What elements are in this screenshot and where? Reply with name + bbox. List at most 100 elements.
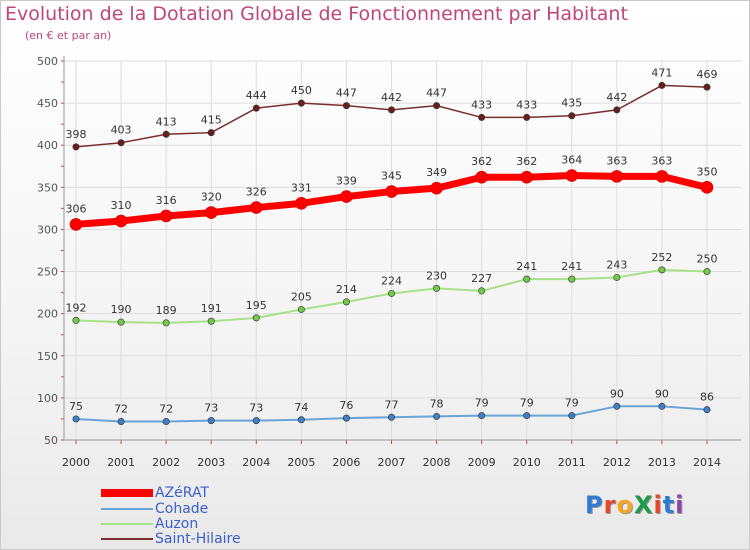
logo-letter: i bbox=[653, 491, 663, 519]
data-label: 326 bbox=[246, 186, 267, 199]
data-point bbox=[478, 113, 486, 121]
data-label: 403 bbox=[111, 124, 132, 137]
logo-letter: P bbox=[585, 491, 604, 519]
data-point bbox=[117, 139, 125, 147]
x-tick-label: 2003 bbox=[197, 456, 225, 469]
data-label: 77 bbox=[385, 398, 399, 411]
data-label: 78 bbox=[430, 397, 444, 410]
data-point bbox=[613, 273, 621, 281]
legend-label: Auzon bbox=[155, 516, 199, 532]
data-label: 195 bbox=[246, 299, 267, 312]
data-point bbox=[207, 129, 215, 137]
y-tick-label: 200 bbox=[37, 308, 58, 321]
x-tick-label: 2006 bbox=[332, 456, 360, 469]
data-label: 75 bbox=[69, 400, 83, 413]
data-label: 73 bbox=[249, 402, 263, 415]
x-tick-label: 2012 bbox=[603, 456, 631, 469]
data-point bbox=[568, 412, 576, 420]
data-label: 363 bbox=[606, 154, 627, 167]
legend-item: AZéRAT bbox=[101, 485, 209, 501]
legend-label: Saint-Hilaire bbox=[155, 531, 241, 547]
data-point bbox=[475, 170, 488, 184]
legend-swatch bbox=[101, 523, 153, 525]
x-tick-label: 2000 bbox=[62, 456, 90, 469]
logo-letter: i bbox=[675, 491, 685, 519]
data-point bbox=[658, 266, 666, 274]
chart-title: Evolution de la Dotation Globale de Fonc… bbox=[5, 3, 628, 25]
data-label: 331 bbox=[291, 181, 312, 194]
data-label: 190 bbox=[111, 303, 132, 316]
data-point bbox=[703, 83, 711, 91]
data-label: 205 bbox=[291, 290, 312, 303]
data-point bbox=[655, 170, 669, 183]
x-tick-label: 2008 bbox=[423, 456, 451, 469]
data-label: 362 bbox=[471, 155, 492, 168]
data-point bbox=[700, 181, 714, 194]
data-point bbox=[613, 402, 621, 410]
x-tick-label: 2009 bbox=[468, 456, 496, 469]
chart-subtitle: (en € et par an) bbox=[25, 29, 112, 42]
data-label: 444 bbox=[246, 89, 267, 102]
data-point bbox=[249, 201, 263, 214]
data-point bbox=[159, 209, 173, 223]
data-label: 471 bbox=[651, 66, 672, 79]
data-label: 192 bbox=[66, 301, 87, 314]
data-label: 320 bbox=[201, 191, 222, 204]
data-label: 447 bbox=[426, 87, 447, 100]
data-label: 362 bbox=[516, 155, 537, 168]
data-point bbox=[658, 402, 666, 410]
data-point bbox=[117, 318, 125, 326]
proxiti-logo: ProXiti bbox=[585, 491, 684, 519]
data-label: 316 bbox=[156, 194, 177, 207]
x-tick-label: 2005 bbox=[287, 456, 315, 469]
data-point bbox=[342, 298, 350, 306]
data-label: 433 bbox=[471, 98, 492, 111]
data-point bbox=[523, 412, 531, 420]
data-point bbox=[478, 412, 486, 420]
data-label: 241 bbox=[561, 260, 582, 273]
data-point bbox=[72, 415, 80, 423]
y-tick-label: 400 bbox=[37, 139, 58, 152]
data-label: 469 bbox=[697, 68, 718, 81]
data-label: 364 bbox=[561, 154, 582, 167]
data-point bbox=[613, 106, 621, 114]
data-point bbox=[295, 197, 308, 210]
data-label: 349 bbox=[426, 166, 447, 179]
data-point bbox=[387, 413, 395, 421]
x-tick-label: 2001 bbox=[107, 456, 135, 469]
y-tick-label: 300 bbox=[37, 223, 58, 236]
data-point bbox=[114, 214, 128, 228]
data-label: 306 bbox=[66, 202, 87, 215]
data-label: 413 bbox=[156, 115, 177, 128]
data-point bbox=[252, 104, 260, 112]
y-tick-label: 350 bbox=[37, 181, 58, 194]
legend-swatch bbox=[101, 538, 153, 540]
data-label: 442 bbox=[381, 91, 402, 104]
data-label: 241 bbox=[516, 260, 537, 273]
data-label: 250 bbox=[697, 253, 718, 266]
x-tick-label: 2007 bbox=[378, 456, 406, 469]
legend-item: Auzon bbox=[101, 516, 198, 532]
legend-item: Saint-Hilaire bbox=[101, 531, 241, 547]
data-label: 189 bbox=[156, 304, 177, 317]
data-label: 252 bbox=[651, 251, 672, 264]
legend-label: Cohade bbox=[155, 501, 209, 517]
data-label: 433 bbox=[516, 98, 537, 111]
data-label: 79 bbox=[520, 397, 534, 410]
data-label: 450 bbox=[291, 84, 312, 97]
data-label: 72 bbox=[114, 402, 128, 415]
data-point bbox=[523, 275, 531, 283]
data-label: 339 bbox=[336, 175, 357, 188]
data-point bbox=[433, 412, 441, 420]
data-point bbox=[297, 99, 305, 107]
data-label: 79 bbox=[475, 397, 489, 410]
data-label: 76 bbox=[339, 399, 353, 412]
data-point bbox=[297, 305, 305, 313]
data-label: 447 bbox=[336, 87, 357, 100]
legend-swatch bbox=[101, 508, 153, 510]
data-point bbox=[610, 170, 624, 183]
data-point bbox=[658, 81, 666, 89]
x-tick-label: 2011 bbox=[558, 456, 586, 469]
data-point bbox=[204, 206, 218, 219]
data-point bbox=[297, 416, 305, 424]
